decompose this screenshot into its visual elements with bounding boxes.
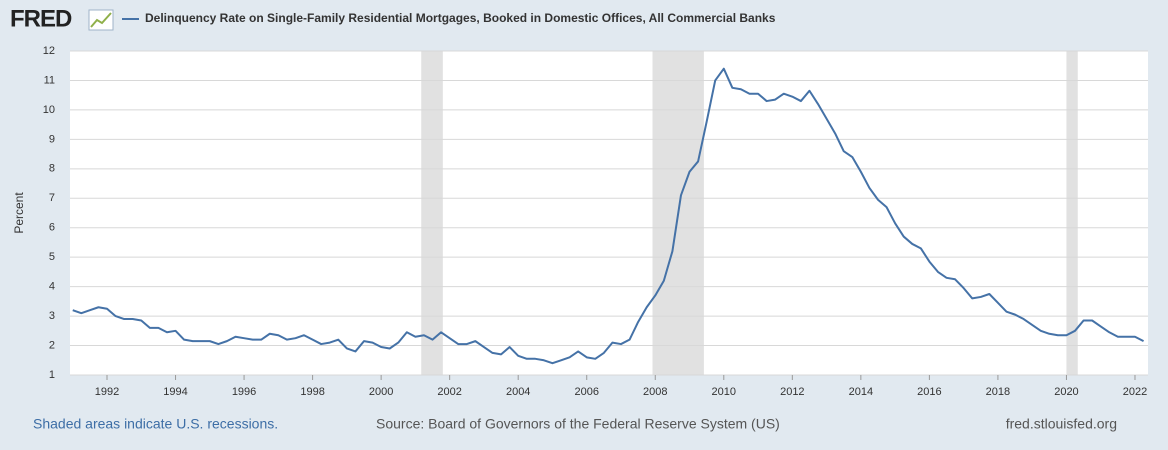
y-tick-label: 10 [43,104,55,116]
recession-band [1066,51,1078,375]
logo-icon-line [90,12,112,28]
series-line [72,67,1145,365]
y-tick-label: 3 [49,310,55,322]
y-tick-label: 9 [49,133,55,145]
logo[interactable]: FRED [10,5,73,32]
x-tick-label: 2004 [506,386,530,398]
y-tick-label: 7 [49,192,55,204]
site-link[interactable]: fred.stlouisfed.org [1006,416,1117,432]
y-tick-label: 12 [43,45,55,57]
y-tick-label: 4 [49,281,55,293]
y-axis-label: Percent [12,192,26,234]
x-tick-label: 2008 [643,386,667,398]
x-tick-label: 2018 [986,386,1010,398]
x-tick-label: 1994 [163,386,187,398]
legend-label: Delinquency Rate on Single-Family Reside… [145,11,776,25]
y-tick-label: 5 [49,251,55,263]
x-tick-label: 2006 [574,386,598,398]
recession-note[interactable]: Shaded areas indicate U.S. recessions. [33,416,278,432]
source: Source: Board of Governors of the Federa… [376,416,780,432]
x-tick-label: 1998 [300,386,324,398]
x-tick-label: 2012 [780,386,804,398]
x-tick-label: 2016 [917,386,941,398]
y-tick-label: 6 [49,222,55,234]
plot-area [70,51,1148,375]
y-tick-label: 2 [49,339,55,351]
x-tick-label: 2014 [849,386,873,398]
x-tick-label: 1992 [95,386,119,398]
x-tick-label: 1996 [232,386,256,398]
x-tick-label: 2022 [1123,386,1147,398]
x-tick-label: 2000 [369,386,393,398]
recession-band [421,51,443,375]
y-tick-label: 1 [49,369,55,381]
x-tick-label: 2010 [712,386,736,398]
x-tick-label: 2020 [1054,386,1078,398]
logo-icon [88,9,114,31]
y-tick-label: 11 [44,74,55,86]
y-tick-label: 8 [49,163,55,175]
x-tick-label: 2002 [437,386,461,398]
logo-icon-box [88,9,114,31]
